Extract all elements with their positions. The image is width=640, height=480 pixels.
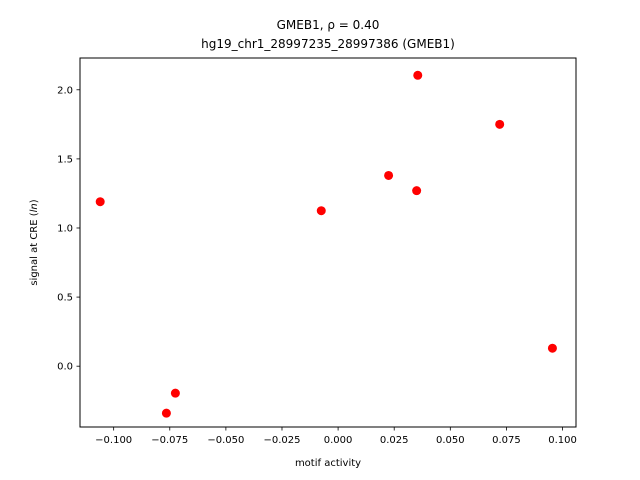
y-tick-label: 0.5 [57,293,73,304]
y-tick-label: 1.5 [57,154,73,165]
data-point [413,70,423,80]
chart-title-line2: hg19_chr1_28997235_28997386 (GMEB1) [201,37,455,51]
data-point [384,170,394,180]
x-axis-ticks: −0.100 −0.075 −0.050 −0.025 0.000 0.025 0.050 0… [95,427,577,446]
chart-title-line1: GMEB1, ρ = 0.40 [277,18,380,32]
y-axis-label: signal at CRE (ln) [29,199,40,285]
x-tick-label: 0.050 [436,435,465,446]
x-tick-label: −0.075 [151,435,188,446]
data-point [95,197,105,207]
y-tick-label: 0.0 [57,362,73,373]
x-tick-label: 0.000 [324,435,353,446]
data-point [161,408,171,418]
x-axis-label: motif activity [295,458,361,469]
data-point [412,186,422,196]
data-point [547,343,557,353]
x-tick-label: −0.025 [263,435,300,446]
data-point [170,388,180,398]
plot-area-frame [79,57,577,428]
y-tick-label: 1.0 [57,223,73,234]
x-tick-label: −0.100 [95,435,132,446]
data-point [316,206,326,216]
y-tick-label: 2.0 [57,85,73,96]
x-tick-label: −0.050 [207,435,244,446]
x-tick-label: 0.075 [492,435,521,446]
y-axis-ticks: 0.0 0.5 1.0 1.5 2.0 [57,85,80,373]
data-point [495,119,505,129]
x-tick-label: 0.025 [380,435,409,446]
x-tick-label: 0.100 [548,435,577,446]
plot-points [95,70,557,418]
